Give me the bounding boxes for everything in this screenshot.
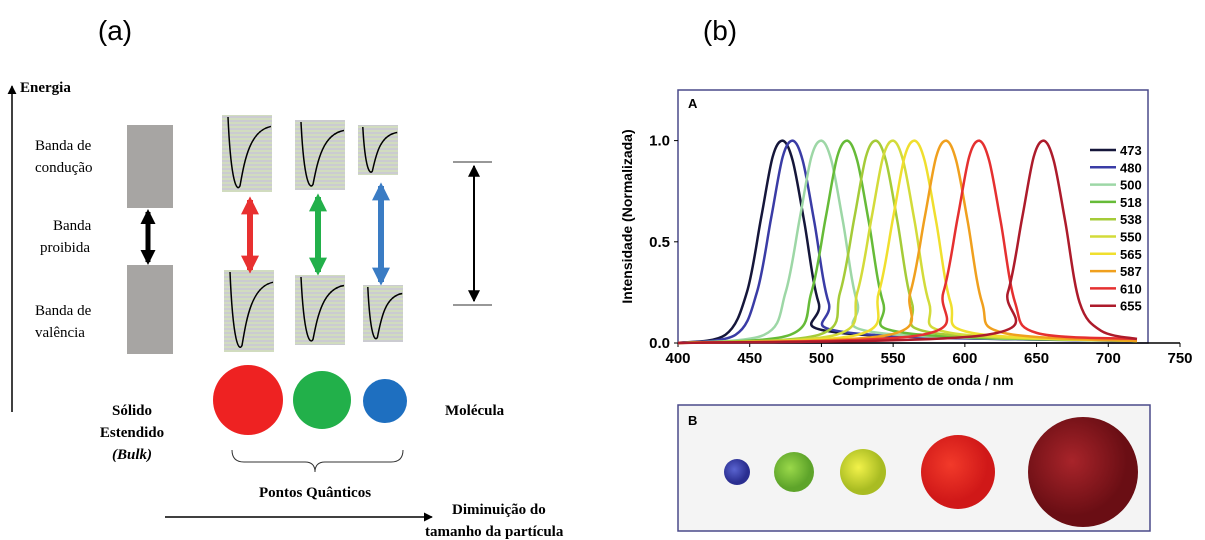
x-axis-label: Comprimento de onda / nm bbox=[832, 372, 1013, 388]
legend-label: 550 bbox=[1120, 230, 1142, 245]
y-axis-label: Intensidade (Normalizada) bbox=[619, 129, 635, 303]
quantum-dots-label: Pontos Quânticos bbox=[259, 485, 371, 501]
legend-label: 587 bbox=[1120, 264, 1142, 279]
conduction-band bbox=[127, 125, 173, 208]
y-tick-label: 0.5 bbox=[649, 234, 670, 251]
legend-label: 500 bbox=[1120, 178, 1142, 193]
y-tick-label: 0.0 bbox=[649, 335, 670, 352]
bulk-label: Sólido bbox=[112, 403, 152, 419]
legend-label: 473 bbox=[1120, 143, 1142, 158]
x-tick-label: 550 bbox=[881, 350, 906, 367]
band-label: Banda de bbox=[35, 303, 92, 319]
quantum-dot bbox=[363, 379, 407, 423]
dot-sample bbox=[774, 452, 814, 492]
dot-sample bbox=[840, 449, 886, 495]
band-label: Banda bbox=[53, 218, 92, 234]
inset-label: B bbox=[688, 413, 697, 428]
energy-label: Energia bbox=[20, 80, 71, 96]
size-label: Diminuição do bbox=[452, 502, 546, 518]
band-label: Banda de bbox=[35, 138, 92, 154]
x-tick-label: 650 bbox=[1024, 350, 1049, 367]
legend-label: 655 bbox=[1120, 299, 1142, 314]
panel-label: (a) bbox=[98, 15, 132, 46]
panel-label: (b) bbox=[703, 15, 737, 46]
figure: (a) Energia Banda de condução Banda proi… bbox=[0, 0, 1205, 540]
molecule-label: Molécula bbox=[445, 403, 505, 419]
dot-sample bbox=[921, 435, 995, 509]
dot-sample bbox=[724, 459, 750, 485]
y-tick-label: 1.0 bbox=[649, 133, 670, 150]
legend-label: 610 bbox=[1120, 281, 1142, 296]
size-label: tamanho da partícula bbox=[425, 524, 564, 540]
x-tick-label: 750 bbox=[1167, 350, 1192, 367]
legend-label: 565 bbox=[1120, 247, 1142, 262]
band-label: condução bbox=[35, 160, 92, 176]
valence-band bbox=[127, 265, 173, 354]
panel-label: A bbox=[688, 96, 698, 111]
band-label: valência bbox=[35, 325, 85, 341]
legend-label: 518 bbox=[1120, 195, 1142, 210]
x-tick-label: 450 bbox=[737, 350, 762, 367]
bulk-label: (Bulk) bbox=[112, 447, 152, 463]
x-tick-label: 400 bbox=[665, 350, 690, 367]
bulk-label: Estendido bbox=[100, 425, 164, 441]
brace bbox=[232, 450, 403, 472]
band-label: proibida bbox=[40, 240, 90, 256]
legend-label: 538 bbox=[1120, 212, 1142, 227]
quantum-dot bbox=[213, 365, 283, 435]
dot-sample bbox=[1028, 417, 1138, 527]
x-tick-label: 500 bbox=[809, 350, 834, 367]
quantum-dot bbox=[293, 371, 351, 429]
legend-label: 480 bbox=[1120, 160, 1142, 175]
x-tick-label: 700 bbox=[1096, 350, 1121, 367]
x-tick-label: 600 bbox=[952, 350, 977, 367]
